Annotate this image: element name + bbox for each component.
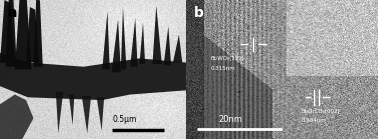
Polygon shape [0, 95, 34, 139]
Polygon shape [121, 7, 127, 70]
Text: 20nm: 20nm [218, 115, 243, 124]
Polygon shape [15, 0, 32, 70]
Polygon shape [34, 0, 43, 67]
Polygon shape [164, 26, 171, 65]
Polygon shape [173, 35, 182, 63]
Polygon shape [0, 53, 186, 100]
Text: 0.684nm: 0.684nm [301, 118, 326, 123]
Polygon shape [130, 18, 138, 67]
Text: Bi₂O₂CO₃(002): Bi₂O₂CO₃(002) [301, 109, 340, 114]
Text: 0.5μm: 0.5μm [112, 115, 137, 124]
Polygon shape [56, 92, 63, 133]
Polygon shape [0, 0, 15, 63]
Text: a: a [8, 6, 17, 20]
Polygon shape [152, 6, 162, 64]
Polygon shape [26, 7, 39, 63]
Polygon shape [69, 95, 74, 125]
Polygon shape [82, 96, 91, 133]
Polygon shape [139, 22, 145, 64]
Text: 0.315nm: 0.315nm [211, 65, 236, 70]
Polygon shape [102, 11, 110, 70]
Text: Bi₂WO₆(131): Bi₂WO₆(131) [211, 56, 245, 61]
Polygon shape [112, 19, 121, 72]
Polygon shape [6, 0, 17, 67]
Text: b: b [194, 6, 203, 20]
Polygon shape [97, 97, 104, 131]
